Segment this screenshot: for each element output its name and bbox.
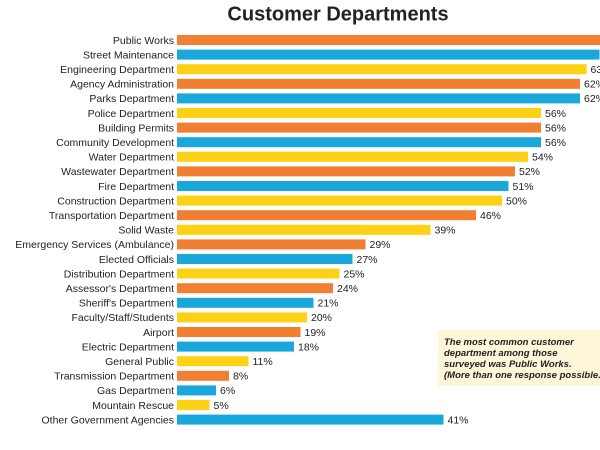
category-label: Street Maintenance [83,49,174,61]
category-label: Faculty/Staff/Students [71,312,174,324]
bar [177,312,307,323]
bar [177,181,509,191]
category-label: Transmission Department [54,371,174,383]
bar [177,224,431,235]
category-label: Mountain Rescue [92,400,174,412]
value-label: 54% [532,152,553,164]
category-label: Public Works [113,35,174,47]
bar [177,122,541,133]
value-label: 27% [357,254,378,266]
bar [177,356,249,367]
category-label: Gas Department [97,385,174,397]
bar [177,370,229,381]
value-label: 62% [584,93,600,105]
value-label: 6% [220,385,235,397]
bar [177,35,600,45]
value-label: 62% [584,79,600,91]
bar [177,341,294,352]
annotation-text: department among those [444,348,558,359]
category-label: Elected Officials [99,254,174,266]
bar [177,166,515,177]
value-label: 20% [311,312,332,324]
value-label: 52% [519,166,540,178]
bar [177,49,600,60]
bar [177,78,580,89]
value-label: 25% [344,268,365,280]
category-label: Fire Department [98,181,174,193]
value-label: 19% [305,327,326,339]
value-label: 51% [513,181,534,193]
category-label: Agency Administration [70,79,174,91]
category-label: Community Development [56,137,174,149]
bar [177,283,333,294]
category-label: Transportation Department [49,210,174,222]
bar [177,297,314,308]
category-label: Police Department [88,108,174,120]
value-label: 21% [318,298,339,310]
value-label: 46% [480,210,501,222]
bar [177,414,444,425]
bar [177,151,528,162]
bar [177,210,476,221]
bar [177,254,353,264]
category-label: Emergency Services (Ambulance) [15,239,174,251]
category-label: Airport [143,327,174,339]
value-label: 50% [506,195,527,207]
category-label: Engineering Department [60,64,174,76]
value-label: 5% [214,400,229,412]
category-label: Construction Department [57,195,174,207]
category-label: Other Government Agencies [42,414,175,426]
value-label: 56% [545,137,566,149]
category-label: Building Permits [98,122,174,134]
category-label: Distribution Department [64,268,174,280]
value-label: 41% [448,414,469,426]
category-label: Water Department [89,152,174,164]
bar [177,239,366,250]
value-label: 18% [298,341,319,353]
value-label: 29% [370,239,391,251]
category-label: Solid Waste [118,225,174,237]
category-label: General Public [105,356,174,368]
annotation-text: surveyed was Public Works. [444,359,572,370]
value-label: 24% [337,283,358,295]
category-label: Wastewater Department [61,166,174,178]
bar [177,137,541,148]
bar [177,108,541,118]
bar [177,400,210,410]
bar [177,385,216,396]
value-label: 63% [591,64,600,76]
bar [177,327,301,337]
category-label: Parks Department [89,93,174,105]
annotation-text: (More than one response possible.) [444,370,600,381]
value-label: 56% [545,108,566,120]
chart-title: Customer Departments [227,3,448,25]
annotation-text: The most common customer [444,337,575,348]
category-label: Assessor's Department [66,283,174,295]
value-label: 39% [435,225,456,237]
bar [177,195,502,206]
bar [177,268,340,279]
value-label: 8% [233,371,248,383]
bar [177,64,587,75]
annotation-box [438,330,600,386]
bar [177,93,580,104]
value-label: 11% [253,356,273,368]
value-label: 56% [545,122,566,134]
category-label: Sheriff's Department [79,298,174,310]
category-label: Electric Department [82,341,174,353]
